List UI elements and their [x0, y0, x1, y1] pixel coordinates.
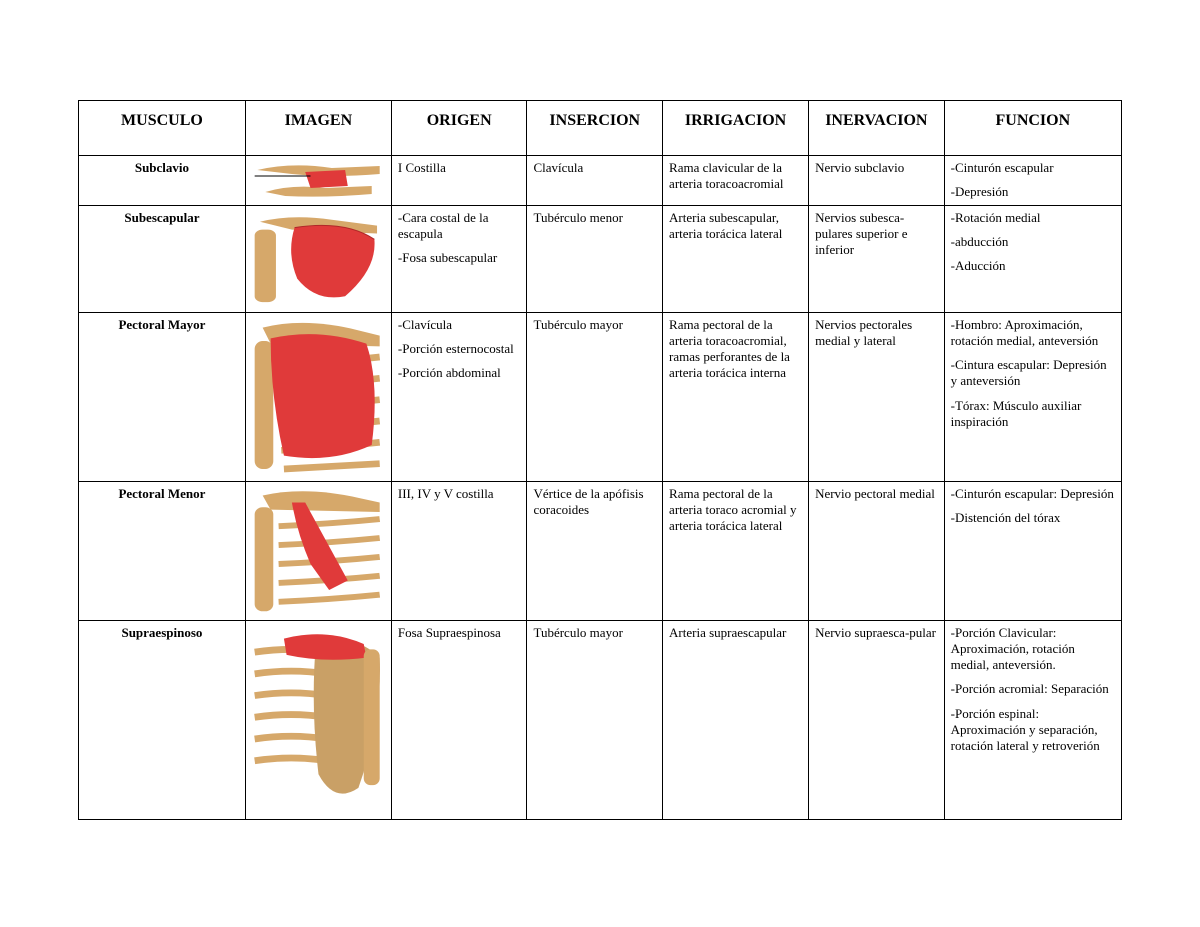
text-line: -Aducción: [951, 258, 1115, 274]
muscle-image-cell: [245, 481, 391, 620]
funcion-cell: -Porción Clavicular: Aproximación, rotac…: [944, 620, 1121, 819]
origen-cell: III, IV y V costilla: [391, 481, 527, 620]
muscle-table: MUSCULO IMAGEN ORIGEN INSERCION IRRIGACI…: [78, 100, 1122, 820]
text-line: -Cinturón escapular: [951, 160, 1115, 176]
text-line: -Cara costal de la escapula: [398, 210, 521, 243]
col-header-imagen: IMAGEN: [245, 101, 391, 156]
irrigacion-cell: Rama pectoral de la arteria toracoacromi…: [663, 312, 809, 481]
text-line: Nervios pectorales medial y lateral: [815, 317, 938, 350]
anatomy-icon: [252, 317, 385, 477]
text-line: -Clavícula: [398, 317, 521, 333]
anatomy-icon: [252, 160, 385, 200]
irrigacion-cell: Rama clavicular de la arteria toracoacro…: [663, 156, 809, 206]
inervacion-cell: Nervios pectorales medial y lateral: [809, 312, 945, 481]
text-line: Fosa Supraespinosa: [398, 625, 521, 641]
text-line: Tubérculo mayor: [533, 317, 656, 333]
document-page: MUSCULO IMAGEN ORIGEN INSERCION IRRIGACI…: [0, 0, 1200, 927]
text-line: Vértice de la apófisis coracoides: [533, 486, 656, 519]
origen-cell: -Clavícula -Porción esternocostal -Porción…: [391, 312, 527, 481]
muscle-image-cell: [245, 156, 391, 206]
origen-cell: -Cara costal de la escapula -Fosa subesca…: [391, 205, 527, 312]
insercion-cell: Tubérculo menor: [527, 205, 663, 312]
text-line: Arteria supraescapular: [669, 625, 802, 641]
insercion-cell: Tubérculo mayor: [527, 312, 663, 481]
col-header-funcion: FUNCION: [944, 101, 1121, 156]
funcion-cell: -Rotación medial -abducción -Aducción: [944, 205, 1121, 312]
irrigacion-cell: Arteria supraescapular: [663, 620, 809, 819]
col-header-inervacion: INERVACION: [809, 101, 945, 156]
muscle-name-cell: Pectoral Mayor: [79, 312, 246, 481]
col-header-insercion: INSERCION: [527, 101, 663, 156]
text-line: Rama pectoral de la arteria toraco acrom…: [669, 486, 802, 535]
table-row: Subclavio I Costilla Clavícula Rama clav…: [79, 156, 1122, 206]
table-header: MUSCULO IMAGEN ORIGEN INSERCION IRRIGACI…: [79, 101, 1122, 156]
text-line: Rama clavicular de la arteria toracoacro…: [669, 160, 802, 193]
funcion-cell: -Cinturón escapular: Depresión -Distenció…: [944, 481, 1121, 620]
text-line: -Cinturón escapular: Depresión: [951, 486, 1115, 502]
irrigacion-cell: Rama pectoral de la arteria toraco acrom…: [663, 481, 809, 620]
text-line: Nervios subesca-pulares superior e infer…: [815, 210, 938, 259]
col-header-irrigacion: IRRIGACION: [663, 101, 809, 156]
text-line: -Porción abdominal: [398, 365, 521, 381]
text-line: III, IV y V costilla: [398, 486, 521, 502]
text-line: -Porción espinal: Aproximación y separac…: [951, 706, 1115, 755]
inervacion-cell: Nervio pectoral medial: [809, 481, 945, 620]
text-line: Rama pectoral de la arteria toracoacromi…: [669, 317, 802, 382]
inervacion-cell: Nervio subclavio: [809, 156, 945, 206]
origen-cell: I Costilla: [391, 156, 527, 206]
col-header-origen: ORIGEN: [391, 101, 527, 156]
col-header-musculo: MUSCULO: [79, 101, 246, 156]
muscle-name-cell: Supraespinoso: [79, 620, 246, 819]
text-line: -Porción Clavicular: Aproximación, rotac…: [951, 625, 1115, 674]
text-line: -Porción acromial: Separación: [951, 681, 1115, 697]
text-line: -Fosa subescapular: [398, 250, 521, 266]
insercion-cell: Clavícula: [527, 156, 663, 206]
inervacion-cell: Nervios subesca-pulares superior e infer…: [809, 205, 945, 312]
insercion-cell: Tubérculo mayor: [527, 620, 663, 819]
text-line: Nervio pectoral medial: [815, 486, 938, 502]
table-body: Subclavio I Costilla Clavícula Rama clav…: [79, 156, 1122, 820]
text-line: -Hombro: Aproximación, rotación medial, …: [951, 317, 1115, 350]
anatomy-icon: [252, 210, 385, 308]
table-row: Supraespinoso Fosa Supraespin: [79, 620, 1122, 819]
text-line: -Porción esternocostal: [398, 341, 521, 357]
table-row: Pectoral Menor III, IV y V co: [79, 481, 1122, 620]
text-line: Nervio supraesca-pular: [815, 625, 938, 641]
table-row: Pectoral Mayor -Clavícula-Por: [79, 312, 1122, 481]
text-line: Tubérculo mayor: [533, 625, 656, 641]
text-line: Tubérculo menor: [533, 210, 656, 226]
muscle-image-cell: [245, 312, 391, 481]
muscle-image-cell: [245, 620, 391, 819]
irrigacion-cell: Arteria subescapular, arteria torácica l…: [663, 205, 809, 312]
text-line: I Costilla: [398, 160, 521, 176]
text-line: Nervio subclavio: [815, 160, 938, 176]
text-line: -Rotación medial: [951, 210, 1115, 226]
muscle-name-cell: Subescapular: [79, 205, 246, 312]
text-line: -abducción: [951, 234, 1115, 250]
text-line: Clavícula: [533, 160, 656, 176]
anatomy-icon: [252, 486, 385, 616]
funcion-cell: -Hombro: Aproximación, rotación medial, …: [944, 312, 1121, 481]
origen-cell: Fosa Supraespinosa: [391, 620, 527, 819]
insercion-cell: Vértice de la apófisis coracoides: [527, 481, 663, 620]
funcion-cell: -Cinturón escapular -Depresión: [944, 156, 1121, 206]
anatomy-icon: [252, 625, 385, 815]
text-line: -Tórax: Músculo auxiliar inspiración: [951, 398, 1115, 431]
muscle-name-cell: Subclavio: [79, 156, 246, 206]
text-line: -Cintura escapular: Depresión y antevers…: [951, 357, 1115, 390]
muscle-name-cell: Pectoral Menor: [79, 481, 246, 620]
inervacion-cell: Nervio supraesca-pular: [809, 620, 945, 819]
table-row: Subescapular -Cara costal de la escapula…: [79, 205, 1122, 312]
text-line: -Distención del tórax: [951, 510, 1115, 526]
text-line: -Depresión: [951, 184, 1115, 200]
muscle-image-cell: [245, 205, 391, 312]
text-line: Arteria subescapular, arteria torácica l…: [669, 210, 802, 243]
